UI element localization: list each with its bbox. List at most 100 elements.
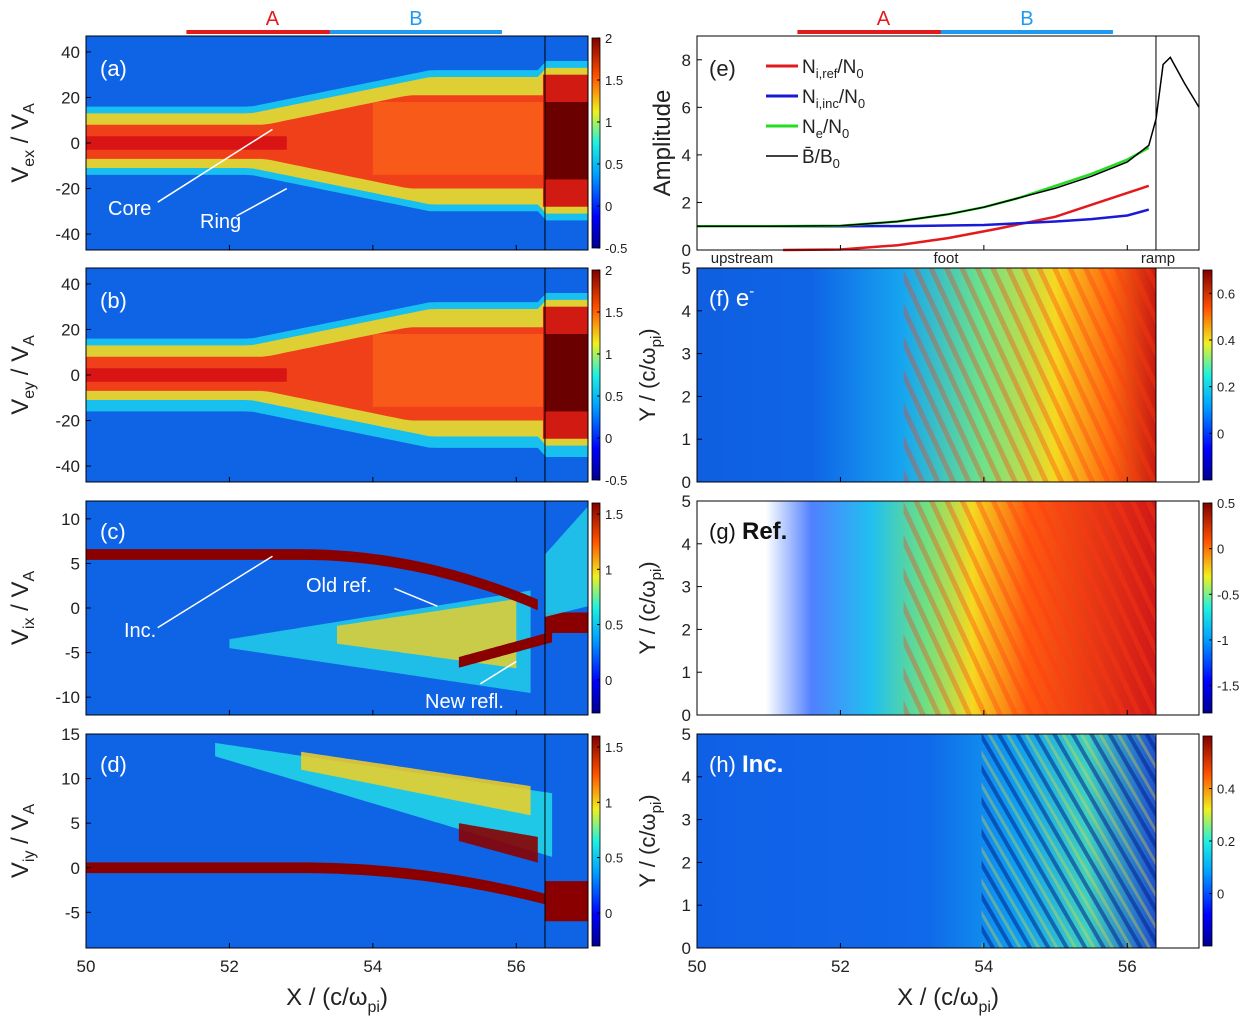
panel-g-ytick-label: 4 (682, 535, 691, 554)
panel-h-ytick-label: 3 (682, 811, 691, 830)
ring-arrow (236, 187, 288, 217)
panel-a-ramp-core (544, 102, 588, 180)
annotation-ring: Ring (200, 211, 241, 233)
annotation-new-ref: New refl. (425, 691, 504, 713)
panel-d-colorbar (591, 735, 601, 947)
region-upstream: upstream (711, 250, 774, 267)
panel-f-plot (697, 268, 1199, 482)
incoming-beam (86, 549, 538, 611)
annotation-core: Core (108, 198, 151, 220)
incoming-beam-y (86, 862, 545, 905)
panel-b-colorbar-label: 1 (605, 347, 612, 362)
panel-b-ylabel: Vey / VA (7, 335, 38, 415)
panel-a-ylabel: Vex / VA (7, 103, 38, 183)
panel-e-ytick-label: 4 (682, 146, 691, 165)
panel-b-colorbar-label: 0 (605, 431, 612, 446)
panel-f-ytick-label: 2 (682, 387, 691, 406)
panel-d-colorbar-label: 0 (605, 906, 612, 921)
panel-d-ytick-label: 5 (71, 814, 80, 833)
panel-f-ytick-label: 3 (682, 345, 691, 364)
panel-g-colorbar-label: 0.5 (1217, 496, 1235, 511)
panel-c-plot (86, 501, 588, 715)
panel-f-colorbar-label: 0.4 (1217, 333, 1235, 348)
region-label-left-A: A (266, 8, 280, 30)
panel-a-ytick-label: -40 (55, 225, 80, 244)
panel-g-colorbar-label: -1.5 (1217, 679, 1239, 694)
panel-b-colorbar-label: 0.5 (605, 389, 623, 404)
panel-g-ytick-label: 0 (682, 706, 691, 725)
panel-f-colorbar (1202, 269, 1213, 481)
panel-h-colorbar-label: 0 (1217, 887, 1224, 902)
new-ref-arrow (480, 660, 517, 685)
panel-b-colorbar-label: -0.5 (605, 473, 627, 488)
panel-b-label: (b) (100, 288, 127, 313)
panel-g-ylabel: Y / (c/ωpi) (635, 561, 665, 654)
annotation-old-ref: Old ref. (306, 575, 372, 597)
panel-h-xtick-label: 52 (831, 957, 850, 976)
region-label-right-A: A (877, 8, 891, 30)
panel-c-ytick-label: -10 (55, 688, 80, 707)
panel-h-xtick-label: 54 (974, 957, 993, 976)
panel-g-frame (696, 500, 1200, 716)
panel-a-core (86, 95, 588, 189)
panel-c-colorbar-label: 1 (605, 562, 612, 577)
panel-h-ytick-label: 5 (682, 725, 691, 744)
panel-e-frame (696, 35, 1200, 251)
panel-h-xtick-label: 50 (688, 957, 707, 976)
panel-a-colorbar (591, 37, 601, 249)
panel-d-ytick-label: 10 (61, 770, 80, 789)
panel-g-stripes (903, 501, 1156, 715)
panel-f-label: (f) e- (709, 283, 754, 312)
panel-c-ytick-label: -5 (65, 644, 80, 663)
panel-h-label: (h) Inc. (709, 751, 783, 778)
panel-c-colorbar-label: 0 (605, 673, 612, 688)
panel-a-ytick-label: 40 (61, 43, 80, 62)
panel-c-colorbar-label: 1.5 (605, 507, 623, 522)
xlabel-left: X / (c/ωpi) (286, 984, 388, 1016)
panel-g-ytick-label: 3 (682, 578, 691, 597)
panel-b-colorbar-label: 1.5 (605, 305, 623, 320)
panel-b-core-centre (86, 368, 287, 382)
panel-d-ytick-label: -5 (65, 903, 80, 922)
new-reflected-beam (458, 631, 553, 668)
panel-f-ylabel: Y / (c/ωpi) (635, 328, 665, 421)
panel-h-ytick-label: 4 (682, 768, 691, 787)
panel-c-ytick-label: 0 (71, 599, 80, 618)
panel-b-colorbar (591, 269, 601, 481)
panel-c-label: (c) (100, 519, 126, 544)
panel-a-core-centre (86, 136, 287, 150)
panel-e-label: (e) (709, 56, 736, 81)
panel-g-colorbar (1202, 502, 1213, 714)
legend-label-3: B̄/B0 (802, 147, 840, 171)
panel-h-plot (697, 734, 1199, 948)
panel-g-label: (g) Ref. (709, 518, 787, 545)
downstream-spread (545, 506, 588, 617)
reflected-dense (458, 823, 538, 863)
region-ramp: ramp (1141, 250, 1175, 267)
old-ref-arrow (394, 587, 438, 607)
panel-b-ytick-label: 0 (71, 366, 80, 385)
panel-b-core (86, 327, 588, 421)
panel-g-ytick-label: 1 (682, 663, 691, 682)
panel-a-colorbar-label: -0.5 (605, 241, 627, 256)
panel-d-xtick-label: 50 (77, 957, 96, 976)
panel-d-frame (85, 733, 589, 949)
core-arrow (157, 128, 273, 203)
panel-b-ytick-label: -40 (55, 457, 80, 476)
panel-d-xtick-label: 52 (220, 957, 239, 976)
panel-g-colorbar-label: 0 (1217, 542, 1224, 557)
panel-c-ytick-label: 10 (61, 510, 80, 529)
panel-d-colorbar-label: 0.5 (605, 851, 623, 866)
region-label-right-B: B (1020, 8, 1033, 30)
panel-e-ylabel: Amplitude (649, 90, 676, 197)
panel-d-colorbar-label: 1 (605, 795, 612, 810)
panel-a-colorbar-label: 2 (605, 31, 612, 46)
panel-c-colorbar (591, 502, 601, 714)
panel-d-xtick-label: 56 (507, 957, 526, 976)
panel-g-plot (697, 501, 1199, 715)
panel-d-ytick-label: 15 (61, 725, 80, 744)
series-line-3 (697, 56, 1200, 227)
panel-b-foot-warm (372, 334, 545, 407)
panel-c-ylabel: Vix / VA (7, 571, 38, 646)
